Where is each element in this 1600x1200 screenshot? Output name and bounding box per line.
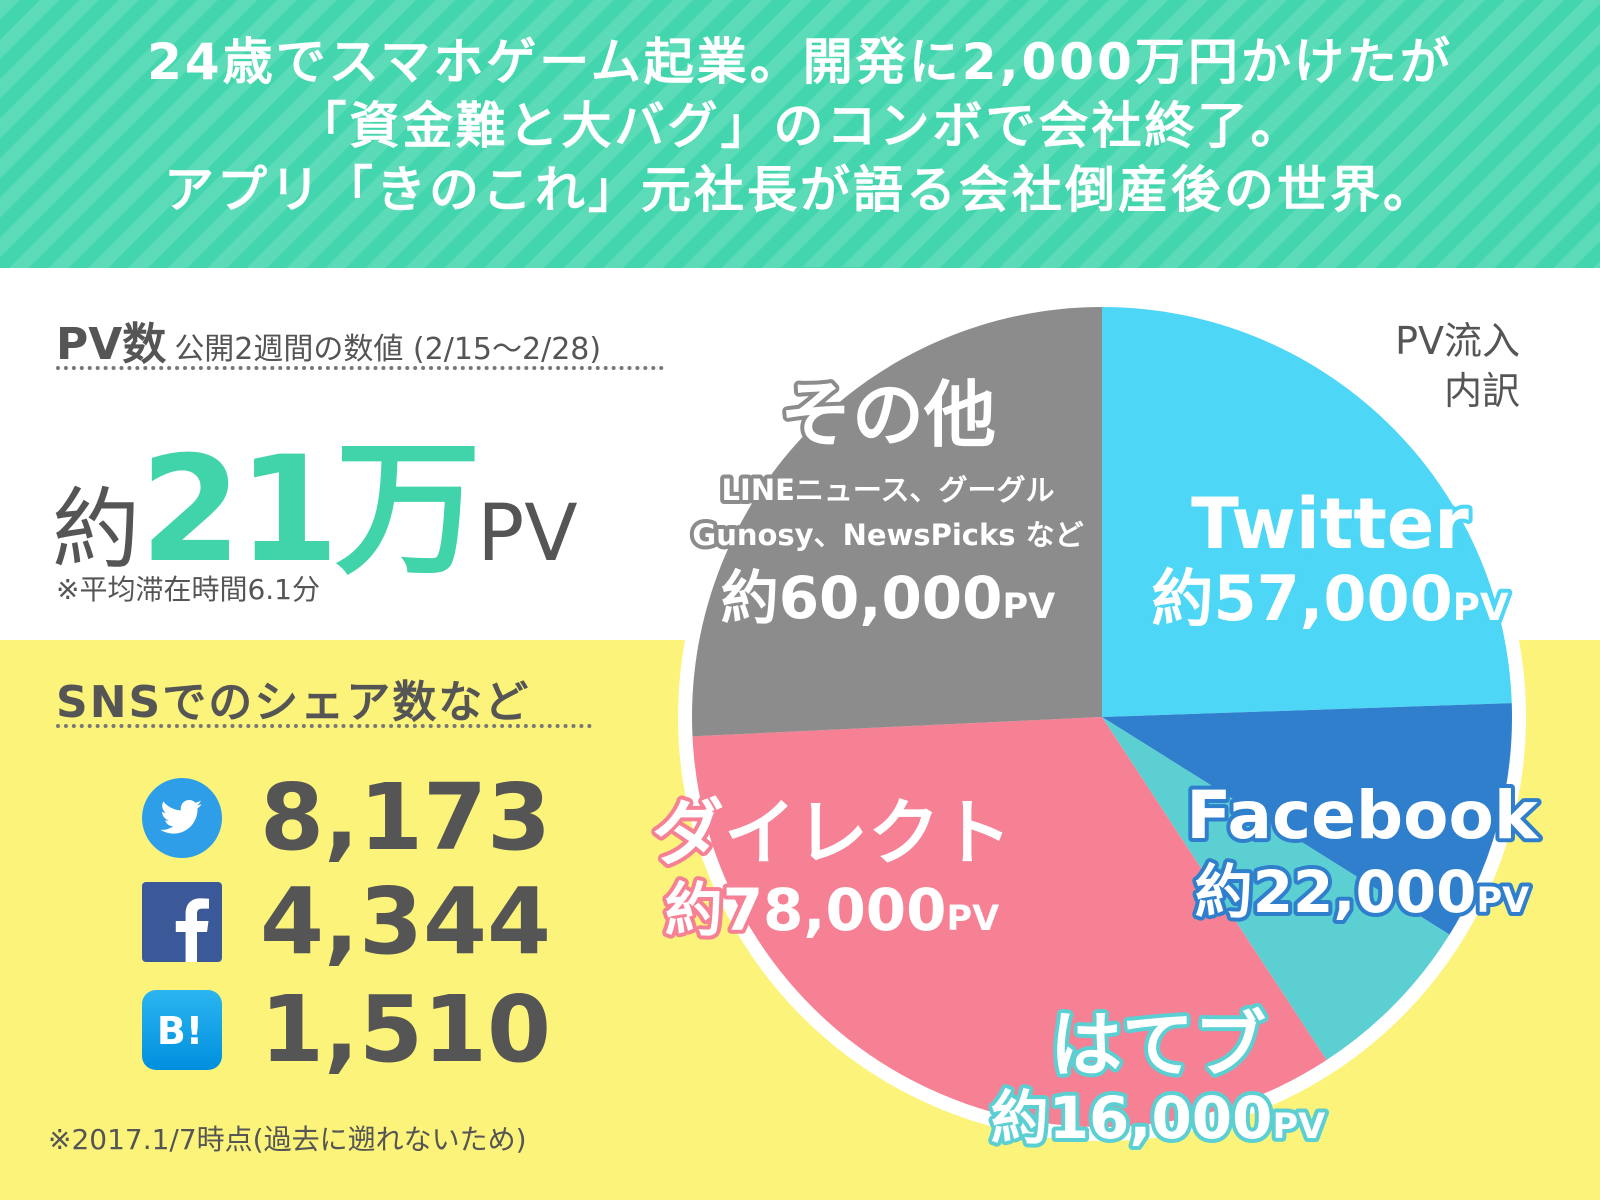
slice-value-other: 約60,000PV xyxy=(721,564,1056,632)
pv-total-prefix: 約 xyxy=(52,478,141,581)
pie-title-line-1: PV流入 xyxy=(1395,319,1520,363)
pie-slice-other xyxy=(692,307,1102,737)
slice-detail-other-1: LINEニュース、グーグル xyxy=(722,473,1055,507)
headline-line-2: 「資金難と大バグ」のコンボで会社終了。 xyxy=(296,97,1304,155)
pv-total-unit: PV xyxy=(477,489,578,579)
pv-note: ※平均滞在時間6.1分 xyxy=(56,573,320,606)
slice-label-direct: ダイレクト xyxy=(652,791,1012,875)
pv-subtitle: 公開2週間の数値 (2/15〜2/28) xyxy=(174,332,602,367)
pv-total-number: 21万 xyxy=(140,425,481,595)
slice-label-hatebu: はてブ xyxy=(1050,1003,1266,1087)
hatena-bookmark-icon: B! xyxy=(142,990,222,1070)
slice-value-twitter: 約57,000PV xyxy=(1151,562,1508,635)
sns-divider xyxy=(56,724,592,728)
pie-slices xyxy=(692,307,1512,1127)
pie-title: PV流入 内訳 xyxy=(1360,316,1520,416)
pv-divider xyxy=(56,366,664,370)
sns-note: ※2017.1/7時点(過去に遡れないため) xyxy=(48,1123,527,1156)
headline-line-3: アプリ「きのこれ」元社長が語る会社倒産後の世界。 xyxy=(164,161,1436,219)
header-banner xyxy=(0,0,1600,268)
pv-total: 約21万PV xyxy=(52,392,578,603)
twitter-share-count: 8,173 xyxy=(260,764,552,871)
slice-detail-other-2: Gunosy、NewsPicks など xyxy=(692,518,1083,552)
facebook-share-count: 4,344 xyxy=(260,868,552,975)
pie-slice-twitter xyxy=(1102,307,1512,717)
pv-heading: PV数 公開2週間の数値 (2/15〜2/28) xyxy=(56,308,601,372)
headline-line-1: 24歳でスマホゲーム起業。開発に2,000万円かけたが xyxy=(147,33,1453,91)
pie-slice-hatebu xyxy=(1102,717,1450,1060)
slice-value-facebook: 約22,000PV xyxy=(1195,858,1530,926)
pie-slice-facebook xyxy=(1102,703,1512,935)
hatena-share-count: 1,510 xyxy=(260,976,552,1083)
slice-label-other: その他 xyxy=(780,373,996,457)
twitter-icon xyxy=(142,778,222,858)
svg-text:B!: B! xyxy=(157,1009,203,1053)
slice-value-direct: 約78,000PV xyxy=(665,876,1000,944)
headline: 24歳でスマホゲーム起業。開発に2,000万円かけたが 「資金難と大バグ」のコン… xyxy=(0,30,1600,222)
pv-title: PV数 xyxy=(56,319,167,370)
pie-slice-direct xyxy=(692,717,1327,1127)
facebook-icon xyxy=(142,882,222,962)
sns-heading: SNSでのシェア数など xyxy=(56,677,531,728)
slice-value-hatebu: 約16,000PV xyxy=(991,1084,1326,1152)
pie-title-line-2: 内訳 xyxy=(1443,369,1520,413)
slice-label-facebook: Facebook xyxy=(1186,777,1540,854)
slice-label-twitter: Twitter xyxy=(1191,483,1469,565)
